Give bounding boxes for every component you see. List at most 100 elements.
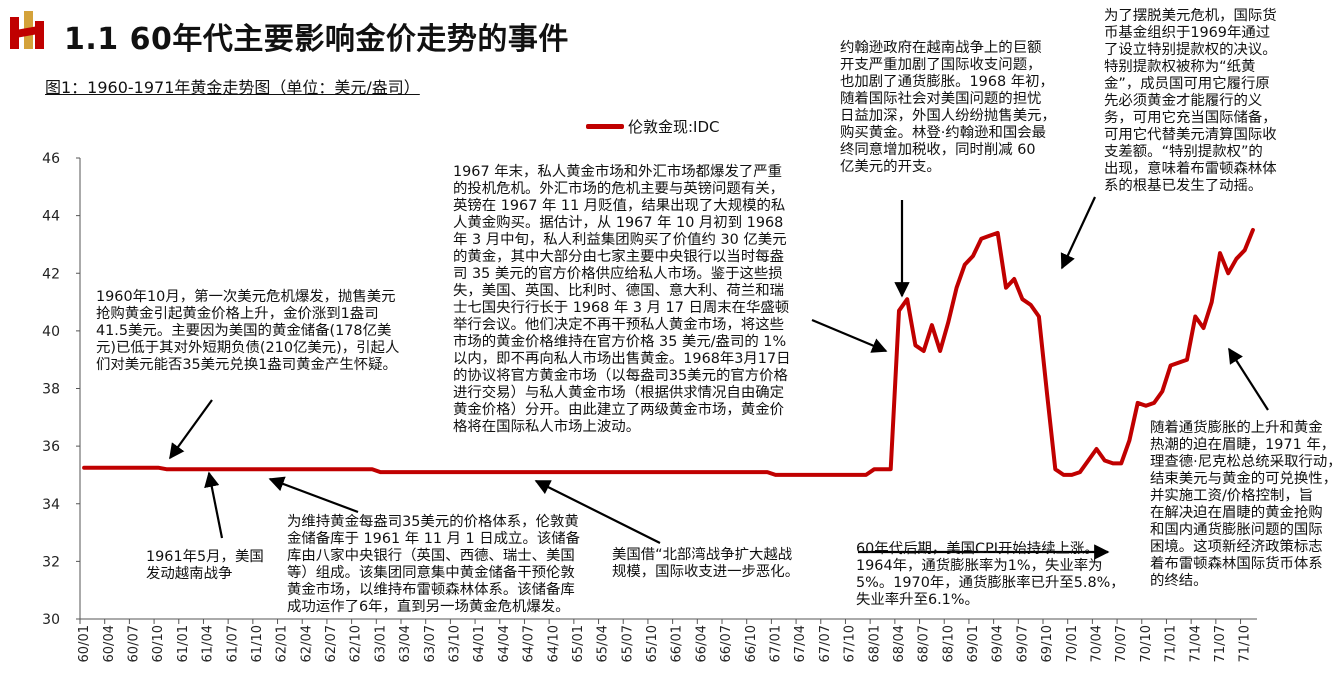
data-point	[593, 470, 596, 474]
data-point	[716, 470, 720, 474]
x-tick-label: 69/04	[991, 625, 1006, 662]
chart-legend: 伦敦金现:IDC	[586, 116, 720, 137]
data-point	[486, 470, 489, 474]
x-tick-label: 69/07	[1015, 625, 1030, 662]
chart-caption: 图1：1960-1971年黄金走势图（单位：美元/盎司）	[45, 78, 420, 97]
data-point	[897, 309, 901, 312]
x-tick-label: 68/01	[867, 625, 882, 662]
data-point	[650, 470, 654, 474]
data-point	[288, 468, 292, 471]
data-point	[1227, 272, 1230, 275]
data-point	[1152, 401, 1156, 405]
x-tick-label: 60/01	[77, 625, 92, 662]
data-point	[659, 470, 662, 474]
data-point	[601, 470, 604, 474]
data-point	[889, 468, 892, 471]
data-point	[519, 470, 522, 474]
data-point	[132, 466, 135, 469]
data-point	[906, 298, 909, 301]
annotation-line: 务，可用它充当国际储备，	[1104, 110, 1277, 126]
x-tick-label: 68/04	[892, 625, 907, 662]
data-point	[1177, 361, 1181, 364]
x-tick-label: 61/04	[201, 625, 216, 662]
annotation-line: 热潮的迫在眉睫，1971 年，	[1150, 437, 1336, 453]
data-point	[552, 470, 555, 474]
x-tick-label: 66/01	[670, 625, 685, 662]
annotation-line: 也加剧了通货膨胀。1968 年初，	[840, 74, 1054, 90]
data-point	[733, 470, 736, 474]
data-point	[947, 321, 950, 324]
annotation-line: 41.5美元。主要因为美国的黄金储备(178亿美	[96, 323, 392, 339]
data-point	[412, 470, 415, 474]
annotation-line: 1961年5月，美国	[146, 549, 264, 565]
annotation-line: 约翰逊政府在越南战争上的巨额	[840, 40, 1042, 56]
data-point	[749, 470, 752, 474]
annotation-line: 美国借“北部湾战争扩大越战	[612, 547, 793, 563]
annotation-line: 1967 年末，私人黄金市场和外汇市场都爆发了严重	[453, 164, 783, 180]
x-tick-label: 64/07	[522, 625, 537, 662]
legend-swatch	[586, 124, 624, 129]
annotation-sdr: 为了摆脱美元危机，国际货 币基金组织于1969年通过 了设立特别提款权的决议。 特别提…	[1104, 8, 1277, 195]
arrow-1961	[204, 471, 224, 539]
annotation-line: 购买黄金。林登·约翰逊和国会最	[840, 125, 1047, 141]
annotation-line: 特别提款权被称为“纸黄	[1104, 59, 1256, 75]
data-point	[1218, 251, 1222, 255]
annotation-line: 发动越南战争	[146, 566, 233, 582]
data-point	[494, 470, 497, 474]
data-point	[724, 470, 728, 474]
annotation-line: 终同意增加税收，同时削减 60	[840, 142, 1036, 158]
data-point	[403, 470, 407, 474]
x-tick-label: 68/07	[917, 625, 932, 662]
annotation-line: 了设立特别提款权的决议。	[1104, 42, 1277, 58]
data-point	[157, 466, 160, 469]
annotation-line: 着布雷顿森林国际货币体系	[1150, 556, 1323, 572]
data-point	[461, 470, 464, 474]
data-point	[856, 473, 859, 477]
x-tick-label: 67/10	[843, 625, 858, 662]
data-point	[82, 466, 86, 469]
data-point	[510, 470, 514, 474]
data-point	[1128, 439, 1131, 442]
annotation-line: 的协议将官方黄金市场（以每盎司35美元的官方价格	[453, 368, 788, 384]
data-point	[700, 470, 703, 474]
annotation-cpi: 60年代后期，美国CPI开始持续上涨。 1964年，通货膨胀率为1%，失业率为 5%…	[856, 541, 1125, 609]
x-tick-label: 62/01	[275, 625, 290, 662]
annotation-line: 结束美元与黄金的可兑换性，	[1150, 471, 1338, 487]
data-point	[790, 473, 794, 477]
x-tick-label: 62/10	[349, 625, 364, 662]
y-tick-label: 46	[42, 151, 60, 167]
page-title: 1.1 60年代主要影响金价走势的事件	[64, 22, 569, 57]
data-point	[469, 470, 473, 474]
x-tick-label: 65/01	[571, 625, 586, 662]
arrow-sdr	[1060, 196, 1096, 270]
data-point	[1087, 459, 1090, 462]
annotation-johnson: 约翰逊政府在越南战争上的巨额 开支严重加剧了国际收支问题， 也加剧了通货膨胀。196…	[840, 40, 1056, 176]
data-point	[914, 344, 917, 347]
data-point	[831, 473, 835, 477]
data-point	[115, 466, 119, 469]
x-tick-label: 61/10	[250, 625, 265, 662]
data-point	[938, 349, 942, 353]
data-point	[1185, 358, 1189, 361]
data-point	[379, 470, 382, 474]
x-tick-label: 70/07	[1114, 625, 1129, 662]
x-tick-label: 61/07	[225, 625, 240, 662]
data-point	[617, 470, 621, 474]
data-point	[189, 468, 193, 471]
data-point	[354, 468, 357, 471]
annotation-line: 元)已低于其对外短期负债(210亿美元)，引起人	[96, 340, 400, 356]
data-point	[576, 470, 580, 474]
annotation-line: 的终结。	[1150, 573, 1208, 589]
x-tick-label: 71/10	[1238, 625, 1253, 662]
data-point	[799, 473, 802, 477]
annotation-line: 士七国央行行长于 1968 年 3 月 17 日周末在华盛顿	[453, 300, 790, 316]
y-tick-label: 44	[42, 209, 60, 225]
annotation-line: 系的根基已发生了动摇。	[1104, 178, 1263, 194]
annotation-line: 黄金价格）分开。由此建立了两级黄金市场，黄金价	[453, 402, 784, 418]
data-point	[1243, 249, 1246, 252]
arrow-1971	[1228, 347, 1269, 411]
data-point	[585, 470, 588, 474]
annotation-line: 们对美元能否35美元兑换1盎司黄金产生怀疑。	[96, 357, 397, 373]
annotation-line: 币基金组织于1969年通过	[1104, 25, 1271, 41]
annotation-line: 人黄金购买。据估计，从 1967 年 10 月初到 1968	[453, 215, 784, 231]
